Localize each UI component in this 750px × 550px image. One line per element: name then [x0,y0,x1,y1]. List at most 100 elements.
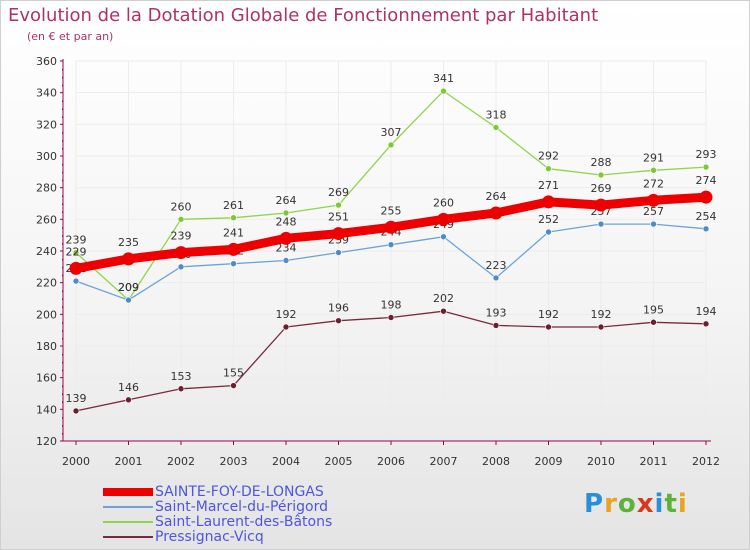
data-point [282,209,290,217]
data-label: 235 [118,236,139,249]
y-minor-tick [62,401,64,403]
y-tick-label: 180 [36,340,57,353]
data-label: 241 [223,226,244,239]
x-tick-label: 2010 [587,455,615,468]
data-point [177,216,185,223]
x-tick-label: 2003 [220,455,248,468]
proxiti-logo: Proxiti [584,489,688,519]
y-minor-tick [62,76,64,79]
y-minor-tick [62,274,64,277]
legend-swatch-sainte-foy [103,488,153,496]
data-point [230,214,237,222]
logo-letter: i [654,489,665,519]
legend-label-sainte-foy: SAINTE-FOY-DE-LONGAS [155,484,324,500]
data-label: 272 [643,177,664,190]
legend-swatch-pressignac [103,536,153,538]
y-minor-tick [62,148,64,150]
y-minor-tick [62,361,64,364]
data-point [282,323,290,331]
y-tick-label: 260 [36,213,57,226]
data-point [597,220,605,228]
data-point [125,296,132,304]
y-minor-tick [62,84,64,87]
data-point [122,252,135,266]
data-label: 260 [171,200,192,213]
data-label: 196 [328,302,349,315]
x-tick-label: 2005 [325,455,353,468]
data-label: 269 [328,186,349,199]
data-point [384,220,398,234]
y-minor-tick [62,132,64,134]
data-point [492,124,500,131]
logo-letter: o [617,489,637,519]
data-label: 239 [171,230,192,243]
data-label: 192 [276,308,297,321]
y-minor-tick [62,243,64,245]
data-point [125,396,132,404]
y-minor-tick [62,266,64,269]
data-label: 252 [538,213,559,226]
y-tick-label: 120 [36,435,57,448]
y-tick-label: 360 [36,55,57,68]
data-label: 260 [433,196,454,209]
data-label: 139 [66,392,87,405]
data-point [650,220,657,228]
data-point [335,317,342,324]
logo-letter: i [677,489,688,519]
y-minor-tick [62,385,64,388]
data-label: 198 [381,299,402,312]
y-minor-tick [62,68,64,71]
logo-letter: t [664,489,678,519]
x-tick-label: 2007 [430,455,458,468]
data-label: 209 [118,281,139,294]
y-minor-tick [62,417,64,419]
data-point [492,322,500,329]
legend-swatch-saint-laurent [103,521,153,523]
x-tick-label: 2002 [167,455,195,468]
data-label: 153 [171,370,192,383]
y-tick-label: 280 [36,182,57,195]
data-label: 257 [643,205,664,218]
data-point [650,318,657,326]
data-point [440,307,447,315]
y-tick-label: 220 [36,277,57,290]
data-label: 264 [276,194,297,207]
data-label: 202 [433,292,454,305]
y-minor-tick [62,235,64,237]
data-point [72,407,80,415]
x-tick-label: 2009 [535,455,563,468]
y-minor-tick [62,171,64,174]
y-minor-tick [62,393,64,395]
data-label: 192 [591,308,612,321]
y-minor-tick [62,108,64,110]
data-point [332,227,345,241]
y-tick-label: 160 [36,372,57,385]
legend-label-pressignac: Pressignac-Vicq [155,529,264,545]
data-point [335,201,342,209]
data-point [387,141,395,149]
y-minor-tick [62,163,64,166]
y-minor-tick [62,203,64,205]
data-point [597,171,605,179]
data-point [72,249,80,256]
data-label: 271 [538,179,559,192]
data-label: 146 [118,381,139,394]
x-tick-label: 2008 [482,455,510,468]
y-minor-tick [62,211,64,213]
y-minor-tick [62,369,64,372]
y-minor-tick [62,227,64,229]
data-label: 155 [223,367,244,380]
x-tick-label: 2006 [377,455,405,468]
data-label: 288 [591,156,612,169]
data-label: 195 [643,303,664,316]
data-label: 292 [538,150,559,163]
data-point [594,198,608,212]
data-point [647,193,660,207]
logo-letter: x [636,489,655,519]
data-point [335,249,342,256]
data-point [542,195,555,209]
data-point [72,277,80,285]
x-tick-label: 2012 [692,455,720,468]
y-minor-tick [62,330,64,332]
data-point [440,233,447,241]
